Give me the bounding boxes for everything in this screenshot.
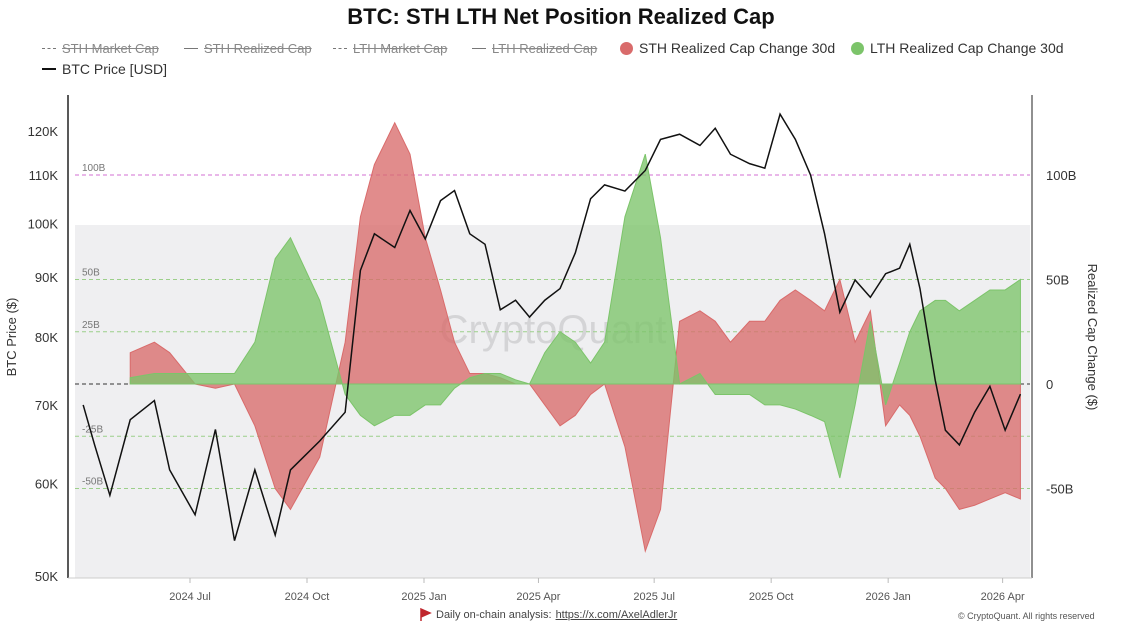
dashdot-swatch-icon: [42, 48, 56, 49]
right-tick-label: 100B: [1046, 168, 1076, 183]
left-tick-label: 60K: [35, 476, 58, 491]
line-swatch-icon: [42, 68, 56, 70]
x-tick-label: 2025 Jan: [401, 591, 446, 603]
reference-label: 50B: [82, 268, 100, 279]
x-tick-label: 2024 Jul: [169, 591, 211, 603]
line-swatch-icon: [184, 48, 198, 49]
sth-change-area: [129, 121, 1021, 554]
x-tick-label: 2026 Apr: [981, 591, 1025, 603]
footer-text: Daily on-chain analysis:: [436, 609, 552, 621]
reference-label: 25B: [82, 320, 100, 331]
legend-sth-realized-cap[interactable]: STH Realized Cap: [184, 41, 312, 56]
legend-sth-change[interactable]: STH Realized Cap Change 30d: [620, 40, 835, 56]
legend-lth-realized-cap[interactable]: LTH Realized Cap: [472, 41, 597, 56]
flag-icon: [420, 608, 432, 621]
left-axis-title: BTC Price ($): [4, 298, 19, 377]
reference-label: -25B: [82, 424, 103, 435]
left-tick-label: 80K: [35, 330, 58, 345]
copyright: © CryptoQuant. All rights reserved: [958, 611, 1095, 621]
reference-label: -50B: [82, 477, 103, 488]
reference-label: 100B: [82, 163, 106, 174]
x-tick-label: 2024 Oct: [285, 591, 330, 603]
left-tick-label: 90K: [35, 270, 58, 285]
legend-lth-change[interactable]: LTH Realized Cap Change 30d: [851, 40, 1064, 56]
x-tick-label: 2026 Jan: [866, 591, 911, 603]
x-tick-label: 2025 Jul: [633, 591, 675, 603]
x-tick-label: 2025 Apr: [516, 591, 560, 603]
legend-lth-market-cap[interactable]: LTH Market Cap: [333, 41, 447, 56]
left-tick-label: 120K: [28, 124, 59, 139]
legend-sth-market-cap[interactable]: STH Market Cap: [42, 41, 159, 56]
left-tick-label: 70K: [35, 398, 58, 413]
right-tick-label: 0: [1046, 377, 1053, 392]
left-tick-label: 100K: [28, 217, 59, 232]
x-tick-label: 2025 Oct: [749, 591, 794, 603]
footer: Daily on-chain analysis: https://x.com/A…: [418, 608, 677, 622]
right-tick-label: 50B: [1046, 273, 1069, 288]
lth-change-area: [129, 153, 1021, 479]
right-tick-label: -50B: [1046, 482, 1073, 497]
red-dot-icon: [620, 41, 633, 55]
line-swatch-icon: [472, 48, 486, 49]
chart-title: BTC: STH LTH Net Position Realized Cap: [347, 4, 775, 29]
btc-price-line: [82, 112, 1022, 541]
legend-btc-price[interactable]: BTC Price [USD]: [42, 61, 167, 77]
dash-swatch-icon: [333, 48, 347, 49]
footer-link[interactable]: https://x.com/AxelAdlerJr: [555, 609, 678, 621]
green-dot-icon: [851, 41, 864, 55]
left-tick-label: 50K: [35, 569, 58, 584]
left-tick-label: 110K: [29, 168, 59, 183]
right-axis-title: Realized Cap Change ($): [1085, 264, 1100, 411]
